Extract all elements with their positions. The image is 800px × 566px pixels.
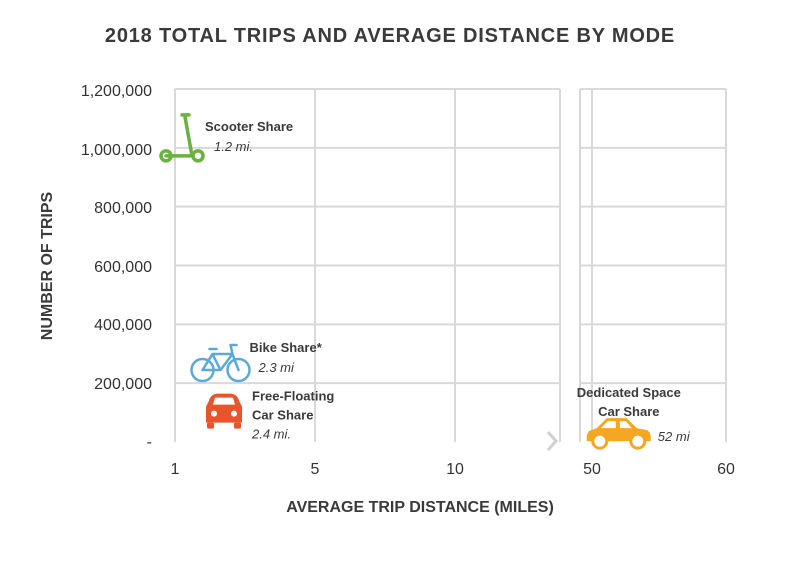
point-label-distance: 2.3 mi (258, 360, 296, 375)
data-point-dedicated-space-car-share: Dedicated Space Car Share 52 mi (577, 385, 691, 450)
x-tick-label: 5 (311, 461, 320, 478)
horizontal-gridlines (175, 88, 726, 385)
data-points: Scooter Share 1.2 mi. Bike Share* 2.3 mi (159, 113, 691, 450)
y-axis: - 200,000 400,000 600,000 800,000 1,000,… (39, 83, 152, 451)
x-axis-title: AVERAGE TRIP DISTANCE (MILES) (286, 499, 554, 516)
point-label-name-line1: Dedicated Space (577, 385, 681, 400)
point-label-name: Scooter Share (205, 119, 293, 134)
bicycle-icon (190, 343, 251, 383)
x-tick-label: 10 (446, 461, 464, 478)
plot-area (174, 88, 727, 451)
car-icon (206, 393, 242, 429)
point-label-name-line2: Car Share (252, 408, 313, 423)
x-axis: 1 5 10 50 60 AVERAGE TRIP DISTANCE (MILE… (171, 461, 735, 516)
y-tick-label: - (147, 434, 152, 451)
scooter-icon (159, 113, 205, 163)
y-axis-title: NUMBER OF TRIPS (39, 191, 56, 340)
y-tick-label: 1,200,000 (81, 83, 152, 100)
data-point-scooter-share: Scooter Share 1.2 mi. (159, 113, 293, 163)
point-label-distance: 52 mi (658, 429, 691, 444)
data-point-free-floating-car-share: Free-Floating Car Share 2.4 mi. (206, 389, 334, 442)
point-label-name-line1: Free-Floating (252, 389, 334, 404)
x-tick-label: 50 (583, 461, 601, 478)
y-tick-label: 200,000 (94, 376, 152, 393)
y-tick-label: 400,000 (94, 317, 152, 334)
x-tick-label: 1 (171, 461, 180, 478)
y-tick-label: 800,000 (94, 200, 152, 217)
point-label-name: Bike Share* (250, 340, 323, 355)
point-label-distance: 1.2 mi. (214, 139, 253, 154)
point-label-distance: 2.4 mi. (251, 427, 291, 442)
data-point-bike-share: Bike Share* 2.3 mi (190, 340, 323, 383)
point-label-name-line2: Car Share (598, 404, 659, 419)
y-tick-label: 600,000 (94, 259, 152, 276)
y-tick-label: 1,000,000 (81, 142, 152, 159)
car-icon (586, 418, 651, 450)
axis-break-arrow-icon (546, 431, 559, 451)
x-tick-label: 60 (717, 461, 735, 478)
chart-title: 2018 TOTAL TRIPS AND AVERAGE DISTANCE BY… (105, 25, 675, 47)
